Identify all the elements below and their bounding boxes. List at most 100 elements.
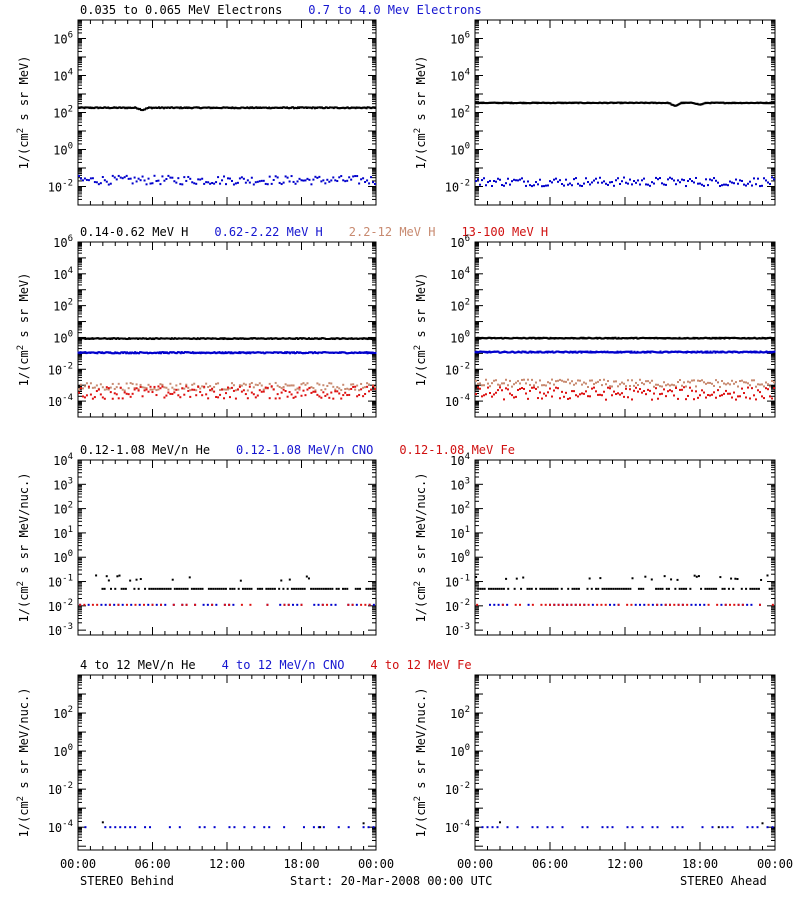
- data-point: [639, 603, 641, 606]
- data-point: [352, 383, 355, 386]
- data-point: [138, 352, 141, 355]
- y-tick-label: 10-2: [48, 179, 73, 195]
- data-point: [101, 386, 104, 389]
- data-point: [704, 587, 707, 590]
- data-point: [328, 180, 331, 183]
- data-point: [296, 391, 299, 394]
- data-point: [222, 587, 225, 590]
- data-point: [733, 603, 736, 606]
- data-point: [491, 382, 493, 385]
- data-point: [91, 397, 94, 400]
- data-point: [629, 351, 632, 354]
- data-point: [531, 185, 533, 188]
- data-point: [144, 587, 147, 590]
- data-point: [659, 393, 661, 396]
- data-point: [165, 178, 168, 181]
- data-point: [374, 183, 377, 186]
- data-point: [310, 386, 313, 389]
- y-tick-label: 10-4: [445, 393, 470, 409]
- data-point: [81, 179, 84, 182]
- data-point: [601, 394, 603, 397]
- data-point: [570, 603, 573, 606]
- data-point: [326, 393, 329, 396]
- data-point: [647, 388, 649, 391]
- data-point: [229, 587, 232, 590]
- data-point: [234, 389, 237, 392]
- data-point: [603, 587, 606, 590]
- data-point: [163, 386, 166, 389]
- data-point: [579, 184, 581, 187]
- legend-entry: 0.12-1.08 MeV/n CNO: [236, 443, 373, 457]
- data-point: [663, 183, 665, 186]
- data-point: [338, 392, 341, 395]
- data-point: [521, 177, 523, 180]
- data-point: [316, 382, 319, 385]
- y-tick-label: 104: [53, 452, 73, 468]
- data-point: [487, 382, 489, 385]
- data-point: [324, 388, 327, 391]
- data-point: [701, 183, 703, 186]
- data-point: [513, 383, 515, 386]
- data-point: [161, 587, 164, 590]
- data-point: [364, 386, 367, 389]
- data-point: [695, 575, 698, 578]
- data-point: [296, 603, 299, 606]
- data-point: [117, 174, 120, 177]
- data-point: [111, 382, 114, 385]
- data-point: [201, 587, 204, 590]
- data-point: [228, 396, 231, 399]
- data-point: [254, 181, 257, 184]
- data-point: [605, 182, 607, 185]
- data-point: [615, 393, 617, 396]
- data-point: [529, 383, 531, 386]
- data-series: [101, 821, 365, 829]
- data-point: [601, 384, 603, 387]
- data-point: [625, 385, 627, 388]
- data-point: [155, 180, 158, 183]
- y-tick-label: 102: [53, 501, 73, 517]
- plot-frame: [77, 674, 377, 851]
- y-axis-label: 1/(cm2 s sr MeV): [16, 273, 31, 387]
- data-point: [84, 826, 87, 829]
- data-point: [583, 381, 585, 384]
- data-point: [549, 382, 551, 385]
- data-point: [745, 396, 747, 399]
- data-point: [565, 380, 567, 383]
- data-point: [296, 387, 299, 390]
- data-point: [263, 826, 266, 829]
- data-point: [622, 587, 625, 590]
- data-point: [695, 176, 697, 179]
- data-point: [739, 179, 741, 182]
- data-point: [730, 577, 733, 580]
- data-point: [513, 396, 515, 399]
- data-point: [615, 179, 617, 182]
- data-point: [620, 587, 623, 590]
- panel-1-behind: 10-2 100 102 104 106 1/(cm2 s sr MeV): [16, 19, 377, 206]
- data-point: [609, 385, 611, 388]
- data-point: [577, 379, 579, 382]
- data-point: [751, 387, 753, 390]
- data-point: [211, 603, 214, 606]
- y-tick-label: 100: [53, 549, 73, 565]
- data-point: [651, 398, 653, 401]
- data-point: [645, 393, 647, 396]
- data-point: [619, 182, 621, 185]
- data-point: [573, 383, 575, 386]
- data-point: [617, 385, 619, 388]
- data-point: [284, 390, 287, 393]
- data-point: [134, 826, 137, 829]
- data-point: [589, 379, 591, 382]
- data-point: [367, 587, 370, 590]
- data-point: [551, 181, 553, 184]
- data-point: [689, 381, 691, 384]
- data-point: [673, 394, 675, 397]
- data-point: [729, 392, 731, 395]
- data-point: [691, 379, 693, 382]
- data-series: [474, 350, 776, 354]
- data-point: [591, 603, 594, 606]
- data-point: [273, 587, 276, 590]
- data-point: [179, 396, 182, 399]
- data-point: [81, 387, 84, 390]
- data-point: [481, 179, 483, 182]
- data-point: [91, 177, 94, 180]
